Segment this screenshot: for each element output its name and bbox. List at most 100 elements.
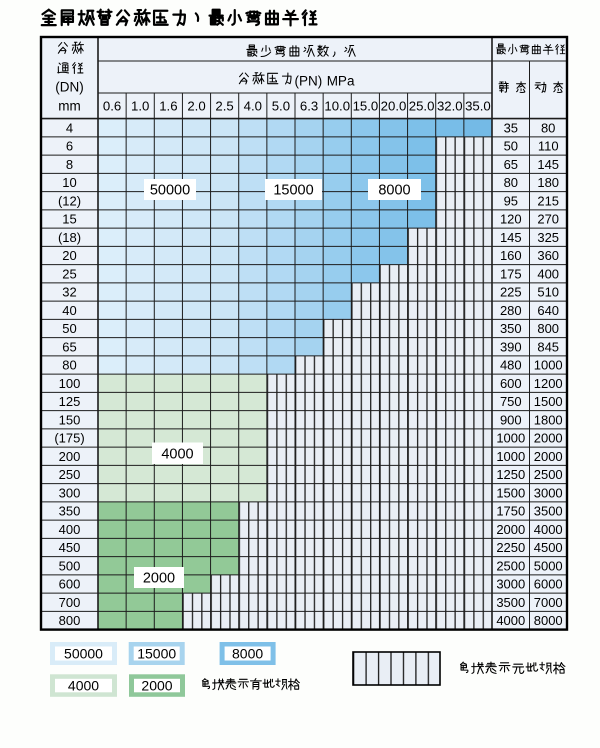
svg-text:450: 450 (59, 540, 81, 555)
svg-text:400: 400 (537, 266, 559, 281)
svg-text:(12): (12) (58, 193, 81, 208)
svg-text:mm: mm (58, 99, 81, 114)
svg-text:390: 390 (500, 339, 522, 354)
svg-text:6000: 6000 (534, 577, 563, 592)
svg-text:145: 145 (500, 230, 522, 245)
svg-text:8000: 8000 (534, 613, 563, 628)
svg-text:5000: 5000 (534, 558, 563, 573)
svg-text:1200: 1200 (534, 376, 563, 391)
svg-text:280: 280 (500, 303, 522, 318)
svg-text:3500: 3500 (534, 504, 563, 519)
svg-text:2.0: 2.0 (187, 99, 205, 114)
svg-text:225: 225 (500, 285, 522, 300)
svg-text:180: 180 (537, 175, 559, 190)
svg-text:5.0: 5.0 (272, 99, 290, 114)
svg-text:1000: 1000 (496, 431, 525, 446)
svg-text:65: 65 (62, 339, 76, 354)
svg-text:845: 845 (537, 339, 559, 354)
svg-text:900: 900 (500, 412, 522, 427)
svg-text:6.3: 6.3 (300, 99, 318, 114)
svg-text:360: 360 (537, 248, 559, 263)
svg-text:350: 350 (59, 504, 81, 519)
svg-text:600: 600 (59, 577, 81, 592)
svg-text:65: 65 (504, 157, 518, 172)
svg-text:35.0: 35.0 (465, 99, 491, 114)
svg-text:1000: 1000 (496, 449, 525, 464)
svg-text:10: 10 (62, 175, 76, 190)
svg-text:8: 8 (66, 157, 73, 172)
svg-text:4.0: 4.0 (244, 99, 262, 114)
svg-text:80: 80 (62, 358, 76, 373)
svg-text:4500: 4500 (534, 540, 563, 555)
svg-text:25: 25 (62, 266, 76, 281)
svg-text:250: 250 (59, 467, 81, 482)
svg-text:110: 110 (538, 139, 559, 154)
svg-text:4000: 4000 (161, 446, 193, 462)
svg-text:145: 145 (537, 157, 559, 172)
svg-text:510: 510 (537, 285, 559, 300)
svg-text:15000: 15000 (273, 183, 313, 199)
svg-text:25.0: 25.0 (409, 99, 435, 114)
svg-text:15000: 15000 (137, 646, 176, 662)
svg-text:600: 600 (500, 376, 522, 391)
svg-text:800: 800 (537, 321, 559, 336)
svg-text:125: 125 (59, 394, 81, 409)
svg-text:0.6: 0.6 (103, 99, 121, 114)
svg-text:95: 95 (504, 193, 518, 208)
svg-text:40: 40 (62, 303, 76, 318)
svg-text:200: 200 (59, 449, 81, 464)
svg-text:20: 20 (62, 248, 76, 263)
svg-text:1000: 1000 (534, 358, 563, 373)
svg-text:400: 400 (59, 522, 81, 537)
svg-text:175: 175 (500, 266, 522, 281)
svg-text:(175): (175) (54, 431, 84, 446)
svg-text:120: 120 (500, 212, 522, 227)
svg-text:8000: 8000 (378, 183, 410, 199)
svg-text:2250: 2250 (496, 540, 525, 555)
svg-text:500: 500 (59, 558, 81, 573)
svg-text:35: 35 (504, 120, 518, 135)
svg-text:3000: 3000 (496, 577, 525, 592)
svg-text:50: 50 (504, 139, 518, 154)
svg-text:2000: 2000 (143, 571, 175, 587)
svg-text:50: 50 (62, 321, 76, 336)
svg-text:160: 160 (500, 248, 522, 263)
svg-text:750: 750 (500, 394, 522, 409)
svg-text:700: 700 (59, 595, 81, 610)
svg-text:10.0: 10.0 (324, 99, 350, 114)
svg-text:1250: 1250 (496, 467, 525, 482)
svg-text:800: 800 (59, 613, 81, 628)
svg-text:32.0: 32.0 (437, 99, 463, 114)
svg-text:2.5: 2.5 (215, 99, 233, 114)
svg-text:7000: 7000 (534, 595, 563, 610)
svg-text:1750: 1750 (496, 504, 525, 519)
svg-text:2000: 2000 (496, 522, 525, 537)
svg-text:4000: 4000 (496, 613, 525, 628)
svg-text:2000: 2000 (141, 678, 172, 694)
svg-text:3000: 3000 (534, 485, 563, 500)
svg-text:(PN): (PN) (295, 73, 323, 88)
svg-text:4000: 4000 (534, 522, 563, 537)
svg-text:2000: 2000 (534, 431, 563, 446)
svg-text:80: 80 (504, 175, 518, 190)
svg-text:480: 480 (500, 358, 522, 373)
svg-text:6: 6 (66, 139, 73, 154)
svg-text:MPa: MPa (327, 73, 355, 88)
svg-text:50000: 50000 (64, 646, 103, 662)
svg-text:150: 150 (59, 412, 81, 427)
svg-text:80: 80 (541, 120, 555, 135)
svg-text:300: 300 (59, 485, 81, 500)
svg-text:2500: 2500 (534, 467, 563, 482)
svg-text:15: 15 (62, 212, 76, 227)
svg-text:1500: 1500 (496, 485, 525, 500)
svg-text:8000: 8000 (232, 646, 263, 662)
svg-text:(18): (18) (58, 230, 81, 245)
svg-text:2500: 2500 (496, 558, 525, 573)
svg-text:1500: 1500 (534, 394, 563, 409)
svg-text:1.0: 1.0 (131, 99, 149, 114)
svg-text:1800: 1800 (534, 412, 563, 427)
svg-text:15.0: 15.0 (353, 99, 379, 114)
svg-text:4000: 4000 (68, 678, 99, 694)
svg-text:4: 4 (66, 120, 73, 135)
svg-text:3500: 3500 (496, 595, 525, 610)
